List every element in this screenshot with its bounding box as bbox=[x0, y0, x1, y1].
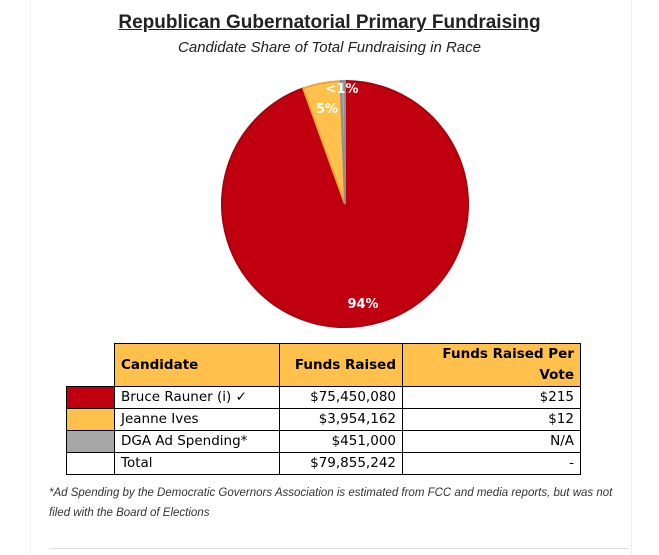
pie-data-label: <1% bbox=[326, 82, 359, 97]
color-swatch bbox=[66, 452, 115, 475]
table-row: Total $79,855,242 - bbox=[66, 452, 581, 475]
pie-data-label: 5% bbox=[316, 102, 338, 117]
footnote: *Ad Spending by the Democratic Governors… bbox=[49, 487, 613, 519]
candidate-cell: DGA Ad Spending* bbox=[114, 430, 280, 453]
table-header-row: Candidate Funds Raised Funds Raised Per … bbox=[67, 343, 581, 387]
color-swatch bbox=[66, 408, 115, 431]
candidate-cell: Bruce Rauner (i) ✓ bbox=[114, 386, 280, 409]
candidate-cell: Jeanne Ives bbox=[114, 408, 280, 431]
funds-raised-cell: $451,000 bbox=[279, 430, 403, 453]
funds-per-vote-cell: - bbox=[402, 452, 581, 475]
pie-slice bbox=[339, 79, 346, 205]
swatch-header-blank bbox=[67, 344, 115, 387]
table-row: Bruce Rauner (i) ✓ $75,450,080 $215 bbox=[66, 386, 581, 409]
funds-raised-cell: $3,954,162 bbox=[279, 408, 403, 431]
funds-raised-cell: $79,855,242 bbox=[279, 452, 403, 475]
table-row: Jeanne Ives $3,954,162 $12 bbox=[66, 408, 581, 431]
funds-per-vote-cell: N/A bbox=[402, 430, 581, 453]
pie-data-label: 94% bbox=[347, 297, 378, 312]
color-swatch bbox=[66, 386, 115, 409]
color-swatch bbox=[66, 430, 115, 453]
divider bbox=[49, 548, 629, 549]
header-funds-raised: Funds Raised bbox=[279, 343, 403, 387]
fundraising-table: Candidate Funds Raised Funds Raised Per … bbox=[66, 343, 581, 475]
page-frame bbox=[30, 0, 632, 555]
header-funds-per-vote: Funds Raised Per Vote bbox=[402, 343, 581, 387]
candidate-cell: Total bbox=[114, 452, 280, 475]
funds-per-vote-cell: $215 bbox=[402, 386, 581, 409]
funds-per-vote-cell: $12 bbox=[402, 408, 581, 431]
chart-title: Republican Gubernatorial Primary Fundrai… bbox=[118, 12, 541, 33]
header-candidate: Candidate bbox=[114, 343, 280, 387]
pie-chart: 94% 5% <1% bbox=[221, 79, 469, 328]
table-row: DGA Ad Spending* $451,000 N/A bbox=[66, 430, 581, 453]
chart-subtitle: Candidate Share of Total Fundraising in … bbox=[178, 39, 481, 56]
funds-raised-cell: $75,450,080 bbox=[279, 386, 403, 409]
